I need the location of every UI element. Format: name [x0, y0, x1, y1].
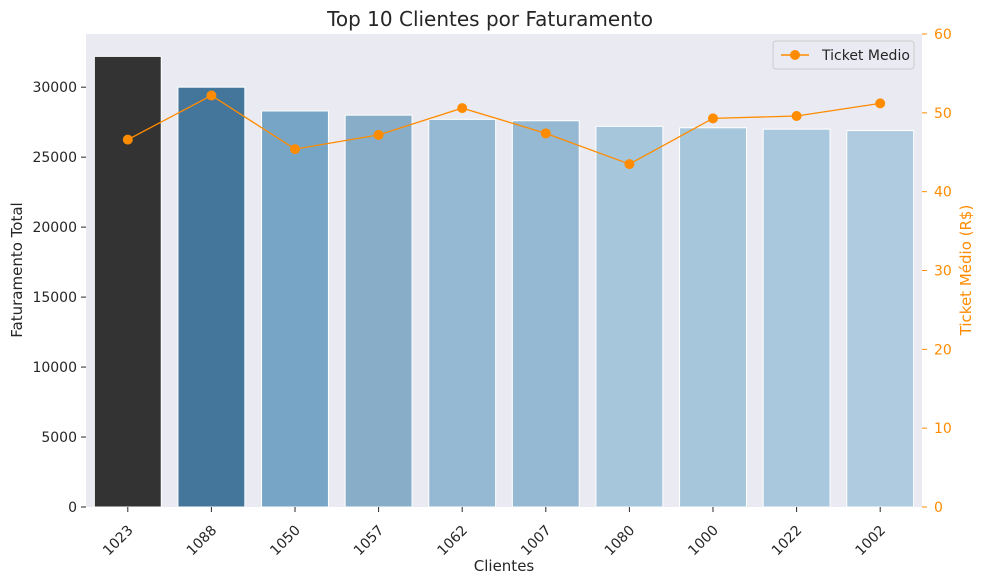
- bar-1057: [344, 114, 413, 508]
- ticket-medio-point-1088: [206, 90, 217, 101]
- legend-box: [772, 40, 915, 70]
- right-axis: 0 10 20 30 40 50 60: [922, 27, 952, 516]
- ticket-medio-point-1050: [290, 144, 300, 155]
- ticket-medio-point-1022: [791, 110, 802, 121]
- bar-series: [93, 55, 915, 508]
- ticket-medio-point-1080: [624, 159, 635, 170]
- y-tick-label: 10000: [32, 360, 77, 376]
- ticket-medio-point-1002: [875, 98, 886, 109]
- x-axis-label: Clientes: [474, 557, 535, 575]
- x-axis: 1023 1088 1050 1057 1062 1007 1080 1000 1022 1002: [100, 507, 889, 559]
- y2-tick-label: 20: [934, 342, 952, 358]
- bar-1080: [595, 125, 664, 508]
- y2-tick-label: 0: [934, 500, 943, 516]
- ticket-medio-point-1023: [122, 134, 133, 145]
- ticket-medio-point-1062: [457, 103, 468, 114]
- ticket-medio-point-1057: [373, 129, 384, 140]
- x-tick-label: 1002: [853, 523, 890, 560]
- y-tick-label: 30000: [32, 80, 77, 96]
- y-tick-label: 20000: [32, 220, 77, 236]
- ticket-medio-point-1007: [540, 128, 551, 139]
- x-tick-label: 1022: [769, 523, 806, 560]
- bar-1022: [762, 128, 831, 508]
- y2-tick-label: 50: [934, 106, 952, 122]
- x-tick-label: 1050: [267, 523, 304, 560]
- left-axis: 0 5000 10000 15000 20000 25000 30000: [32, 80, 86, 516]
- y2-tick-label: 60: [934, 27, 952, 43]
- x-tick-label: 1007: [518, 523, 555, 560]
- x-tick-label: 1088: [184, 523, 221, 560]
- legend: Ticket Medio: [772, 40, 915, 70]
- ticket-medio-point-1000: [708, 113, 718, 124]
- y-tick-label: 0: [68, 500, 77, 516]
- chart-title: Top 10 Clientes por Faturamento: [326, 7, 653, 31]
- y-tick-label: 25000: [32, 150, 77, 166]
- bar-1023: [93, 55, 162, 508]
- line-series: [122, 90, 886, 170]
- y2-axis-label: Ticket Médio (R$): [957, 205, 975, 337]
- y-tick-label: 15000: [32, 290, 77, 306]
- ticket-medio-line: [127, 94, 881, 165]
- x-tick-label: 1023: [100, 523, 137, 560]
- x-tick-label: 1080: [602, 523, 639, 560]
- bar-1000: [679, 127, 747, 508]
- legend-label: Ticket Medio: [821, 48, 910, 64]
- bar-1007: [511, 120, 580, 508]
- y2-tick-label: 30: [934, 264, 952, 280]
- y2-tick-label: 40: [934, 185, 952, 201]
- bar-1062: [428, 118, 497, 508]
- x-tick-label: 1062: [435, 523, 472, 560]
- y-axis-label: Faturamento Total: [8, 202, 26, 337]
- y-tick-label: 5000: [41, 430, 77, 446]
- bar-1050: [261, 110, 329, 508]
- x-tick-label: 1000: [685, 523, 722, 560]
- x-tick-label: 1057: [351, 523, 388, 560]
- legend-marker-swatch: [790, 50, 800, 60]
- bar-1088: [177, 86, 246, 508]
- bar-1002: [846, 130, 915, 508]
- y2-tick-label: 10: [934, 421, 952, 437]
